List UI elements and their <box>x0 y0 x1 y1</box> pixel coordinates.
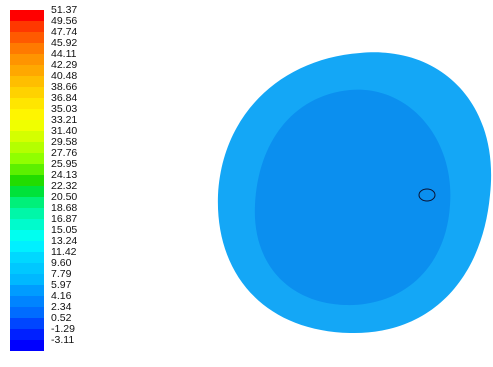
legend-tick-label: 4.16 <box>51 290 72 302</box>
legend-tick-label: 13.24 <box>51 235 78 247</box>
legend-swatch <box>10 274 44 285</box>
legend-swatch <box>10 43 44 54</box>
legend-tick-label: 24.13 <box>51 169 78 181</box>
legend-tick-label: 35.03 <box>51 103 78 115</box>
probe-marker <box>418 188 436 202</box>
legend-swatch <box>10 263 44 274</box>
legend-tick-label: 45.92 <box>51 37 78 49</box>
legend-tick-label: 15.05 <box>51 224 78 236</box>
legend-tick-label: 47.74 <box>51 26 78 38</box>
legend-tick-label: 51.37 <box>51 4 78 16</box>
legend-tick-label: 31.40 <box>51 125 78 137</box>
legend-tick-label: 29.58 <box>51 136 78 148</box>
legend-swatch <box>10 21 44 32</box>
legend-swatch <box>10 208 44 219</box>
legend-swatch <box>10 230 44 241</box>
legend-tick-label: 25.95 <box>51 158 78 170</box>
legend-tick-label: 36.84 <box>51 92 78 104</box>
legend-swatch <box>10 65 44 76</box>
legend-swatch <box>10 32 44 43</box>
legend-swatch <box>10 10 44 21</box>
legend-tick-label: 18.68 <box>51 202 78 214</box>
legend-swatch <box>10 241 44 252</box>
legend-swatch <box>10 186 44 197</box>
contour-plot <box>217 52 492 334</box>
legend-swatch <box>10 131 44 142</box>
inner-region <box>254 89 451 306</box>
legend-tick-label: 11.42 <box>51 246 77 258</box>
legend-tick-label: -1.29 <box>51 323 75 335</box>
legend-swatch <box>10 153 44 164</box>
legend-swatch <box>10 318 44 329</box>
legend-tick-label: 2.34 <box>51 301 72 313</box>
legend-tick-label: 42.29 <box>51 59 78 71</box>
legend-swatch <box>10 219 44 230</box>
legend-tick-label: 7.79 <box>51 268 72 280</box>
legend-tick-label: 22.32 <box>51 180 78 192</box>
legend-swatch <box>10 76 44 87</box>
legend-swatch <box>10 329 44 340</box>
legend-swatch <box>10 296 44 307</box>
legend-tick-label: 49.56 <box>51 15 78 27</box>
legend-tick-label: 40.48 <box>51 70 78 82</box>
legend-swatch <box>10 98 44 109</box>
legend-tick-label: 27.76 <box>51 147 78 159</box>
legend-tick-label: 5.97 <box>51 279 72 291</box>
legend-tick-label: 9.60 <box>51 257 72 269</box>
legend-tick-label: -3.11 <box>51 334 75 346</box>
legend-tick-label: 20.50 <box>51 191 78 203</box>
legend-swatch <box>10 142 44 153</box>
legend-tick-label: 44.11 <box>51 48 77 60</box>
legend-swatch <box>10 109 44 120</box>
legend-swatch <box>10 87 44 98</box>
legend-swatch <box>10 164 44 175</box>
legend-tick-label: 16.87 <box>51 213 78 225</box>
legend-tick-label: 38.66 <box>51 81 78 93</box>
legend-swatch <box>10 252 44 263</box>
legend-swatch <box>10 120 44 131</box>
legend-swatch <box>10 54 44 65</box>
legend-tick-label: 0.52 <box>51 312 72 324</box>
legend-swatch <box>10 175 44 186</box>
legend-tick-label: 33.21 <box>51 114 78 126</box>
legend-swatch <box>10 340 44 351</box>
legend-swatch <box>10 285 44 296</box>
legend-swatch <box>10 307 44 318</box>
legend-swatch <box>10 197 44 208</box>
